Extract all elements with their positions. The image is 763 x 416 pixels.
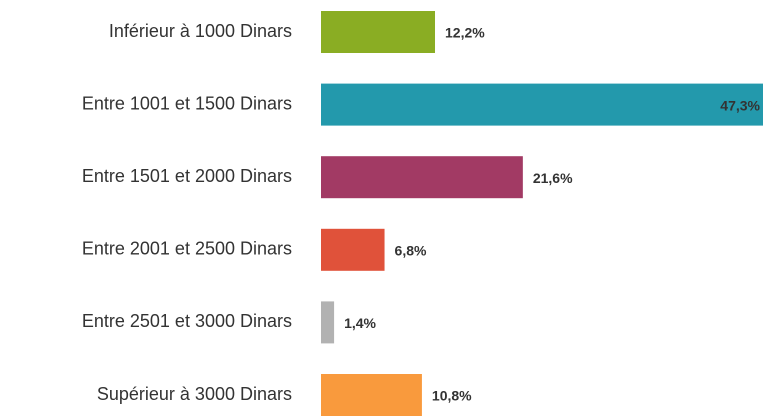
category-label: Supérieur à 3000 Dinars	[97, 384, 292, 404]
bar	[321, 301, 335, 344]
value-label: 47,3%	[720, 97, 760, 113]
category-label: Entre 2001 et 2500 Dinars	[82, 239, 292, 259]
category-label: Entre 1501 et 2000 Dinars	[82, 166, 292, 186]
bar	[321, 11, 436, 53]
value-label: 10,8%	[432, 388, 472, 404]
bar	[321, 83, 763, 126]
value-label: 6,8%	[395, 243, 427, 259]
bar	[321, 228, 385, 271]
bar	[321, 156, 523, 199]
category-label: Entre 2501 et 3000 Dinars	[82, 311, 292, 331]
value-label: 1,4%	[344, 315, 376, 331]
value-label: 21,6%	[533, 170, 573, 186]
category-label: Entre 1001 et 1500 Dinars	[82, 93, 292, 113]
bar	[321, 374, 422, 416]
category-label: Inférieur à 1000 Dinars	[109, 21, 292, 41]
value-label: 12,2%	[445, 25, 485, 41]
